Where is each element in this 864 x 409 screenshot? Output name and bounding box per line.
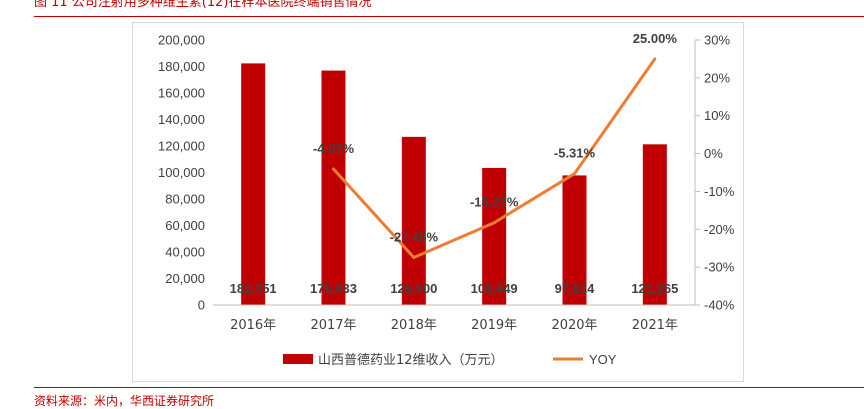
y-right-tick-label: 10% (704, 108, 730, 123)
y-left-tick-label: 100,000 (158, 165, 205, 180)
yoy-value-label: -27.45% (390, 229, 439, 244)
y-right-tick-label: -20% (704, 222, 735, 237)
y-left-tick-label: 80,000 (165, 192, 205, 207)
y-right-tick-label: -30% (704, 260, 735, 275)
bar (401, 136, 426, 305)
chart-frame (132, 22, 744, 382)
legend-swatch-bar (283, 354, 313, 364)
bar (562, 175, 587, 305)
y-left-tick-label: 60,000 (165, 218, 205, 233)
y-right-tick-label: 20% (704, 70, 730, 85)
y-left-tick-label: 20,000 (165, 271, 205, 286)
x-tick-label: 2018年 (391, 318, 437, 333)
y-right-tick-label: -10% (704, 184, 735, 199)
y-left-tick-label: 140,000 (158, 112, 205, 127)
y-left-tick-label: 40,000 (165, 245, 205, 260)
x-tick-label: 2020年 (551, 318, 597, 333)
figure-title: 图 11 公司注射用多种维生素(12)在样本医院终端销售情况 (34, 0, 372, 10)
y-left-tick-label: 0 (198, 298, 205, 313)
bar (321, 70, 346, 305)
bar-value-label: 103,449 (471, 281, 518, 296)
top-rule (34, 16, 864, 17)
bar-value-label: 182,351 (230, 281, 277, 296)
legend-label-line: YOY (589, 352, 617, 367)
yoy-line (332, 57, 657, 259)
bar-value-label: 126,900 (390, 281, 437, 296)
yoy-value-label: -18.27% (470, 195, 519, 210)
y-left-tick-label: 200,000 (158, 33, 205, 48)
bottom-rule (34, 387, 864, 388)
x-tick-label: 2019年 (471, 318, 517, 333)
y-right-tick-label: -40% (704, 298, 735, 313)
bar-value-label: 97,814 (555, 281, 596, 296)
x-tick-label: 2021年 (632, 318, 678, 333)
bar (482, 167, 507, 305)
bar-value-label: 176,933 (310, 281, 357, 296)
bar (241, 63, 266, 306)
y-right-tick-label: 0% (704, 146, 723, 161)
x-tick-label: 2016年 (230, 318, 276, 333)
y-left-tick-label: 120,000 (158, 139, 205, 154)
y-left-tick-label: 180,000 (158, 59, 205, 74)
bar (642, 144, 667, 305)
yoy-value-label: -5.31% (554, 146, 596, 161)
source-note: 资料来源：米内，华西证券研究所 (34, 394, 215, 408)
legend-label-bar: 山西普德药业12维收入（万元） (318, 353, 504, 368)
x-tick-label: 2017年 (310, 318, 356, 333)
y-left-tick-label: 160,000 (158, 86, 205, 101)
yoy-value-label: 25.00% (633, 31, 678, 46)
y-right-tick-label: 30% (704, 33, 730, 48)
bar-value-label: 121,265 (631, 281, 678, 296)
yoy-value-label: -4.07% (313, 141, 355, 156)
